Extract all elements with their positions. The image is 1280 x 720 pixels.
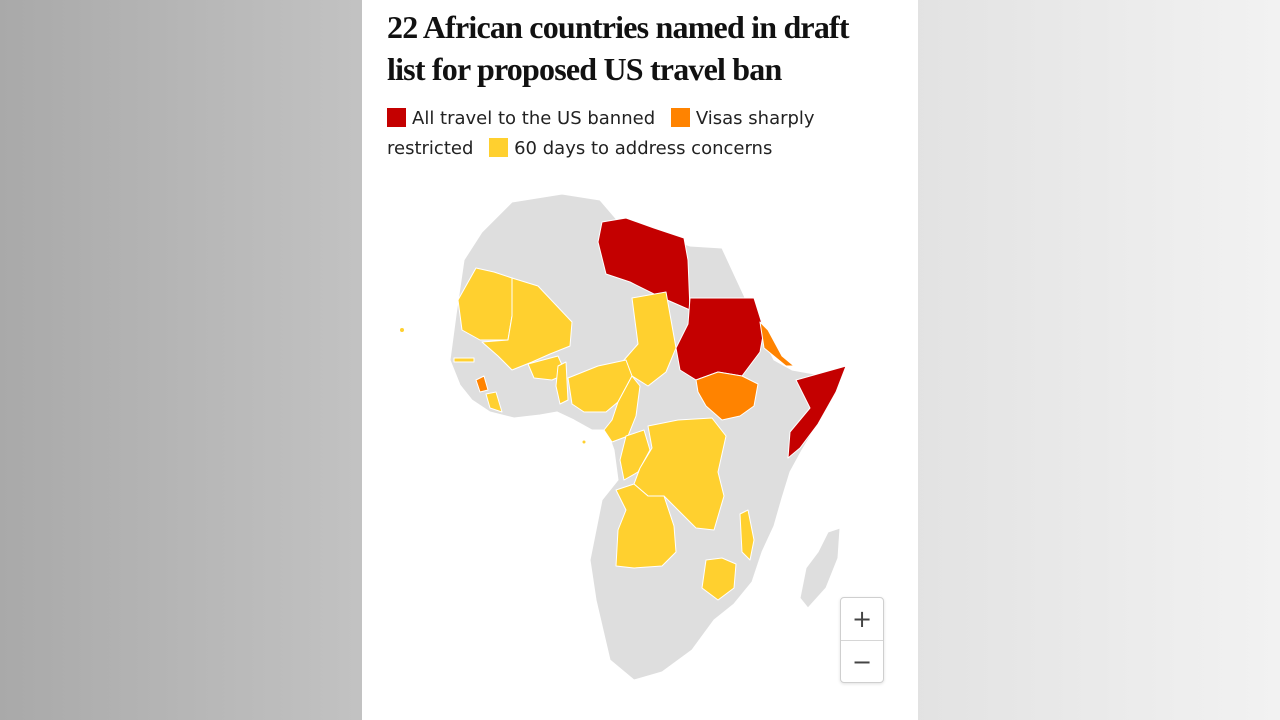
country-benin[interactable] bbox=[555, 361, 569, 405]
legend-item-banned: All travel to the US banned bbox=[387, 108, 655, 129]
country-madagascar bbox=[799, 527, 841, 609]
map-card: 22 African countries named in draft list… bbox=[362, 0, 918, 720]
country-sao-tome[interactable] bbox=[581, 439, 587, 445]
legend-item-concerns: 60 days to address concerns bbox=[489, 138, 772, 159]
country-south-sudan[interactable] bbox=[695, 371, 759, 421]
legend-label-restricted: Visas sharply restricted bbox=[387, 108, 815, 159]
country-eritrea[interactable] bbox=[759, 321, 795, 367]
country-chad[interactable] bbox=[623, 291, 677, 387]
country-liberia[interactable] bbox=[485, 391, 503, 413]
country-dr-congo[interactable] bbox=[633, 417, 727, 531]
country-mali[interactable] bbox=[481, 277, 573, 371]
legend-swatch-concerns bbox=[489, 138, 509, 157]
map-title: 22 African countries named in draft list… bbox=[387, 9, 850, 87]
legend-swatch-restricted bbox=[670, 108, 690, 127]
country-gambia[interactable] bbox=[453, 357, 475, 363]
zoom-out-button[interactable]: − bbox=[841, 640, 883, 682]
country-sierra-leone[interactable] bbox=[475, 375, 489, 393]
zoom-in-button[interactable]: + bbox=[851, 605, 873, 633]
africa-map[interactable] bbox=[362, 180, 918, 700]
legend: All travel to the US banned Visas sharpl… bbox=[387, 104, 857, 164]
country-somalia[interactable] bbox=[787, 365, 847, 459]
country-malawi[interactable] bbox=[739, 509, 755, 561]
zoom-control: + − bbox=[840, 597, 884, 683]
legend-label-concerns: 60 days to address concerns bbox=[514, 138, 773, 159]
legend-swatch-banned bbox=[387, 108, 406, 127]
legend-item-restricted: Visas sharply restricted bbox=[387, 108, 815, 159]
legend-label-banned: All travel to the US banned bbox=[412, 108, 656, 129]
africa-map-svg bbox=[399, 193, 847, 681]
country-cape-verde[interactable] bbox=[399, 327, 405, 333]
country-angola[interactable] bbox=[615, 483, 677, 569]
country-zimbabwe[interactable] bbox=[701, 557, 737, 601]
